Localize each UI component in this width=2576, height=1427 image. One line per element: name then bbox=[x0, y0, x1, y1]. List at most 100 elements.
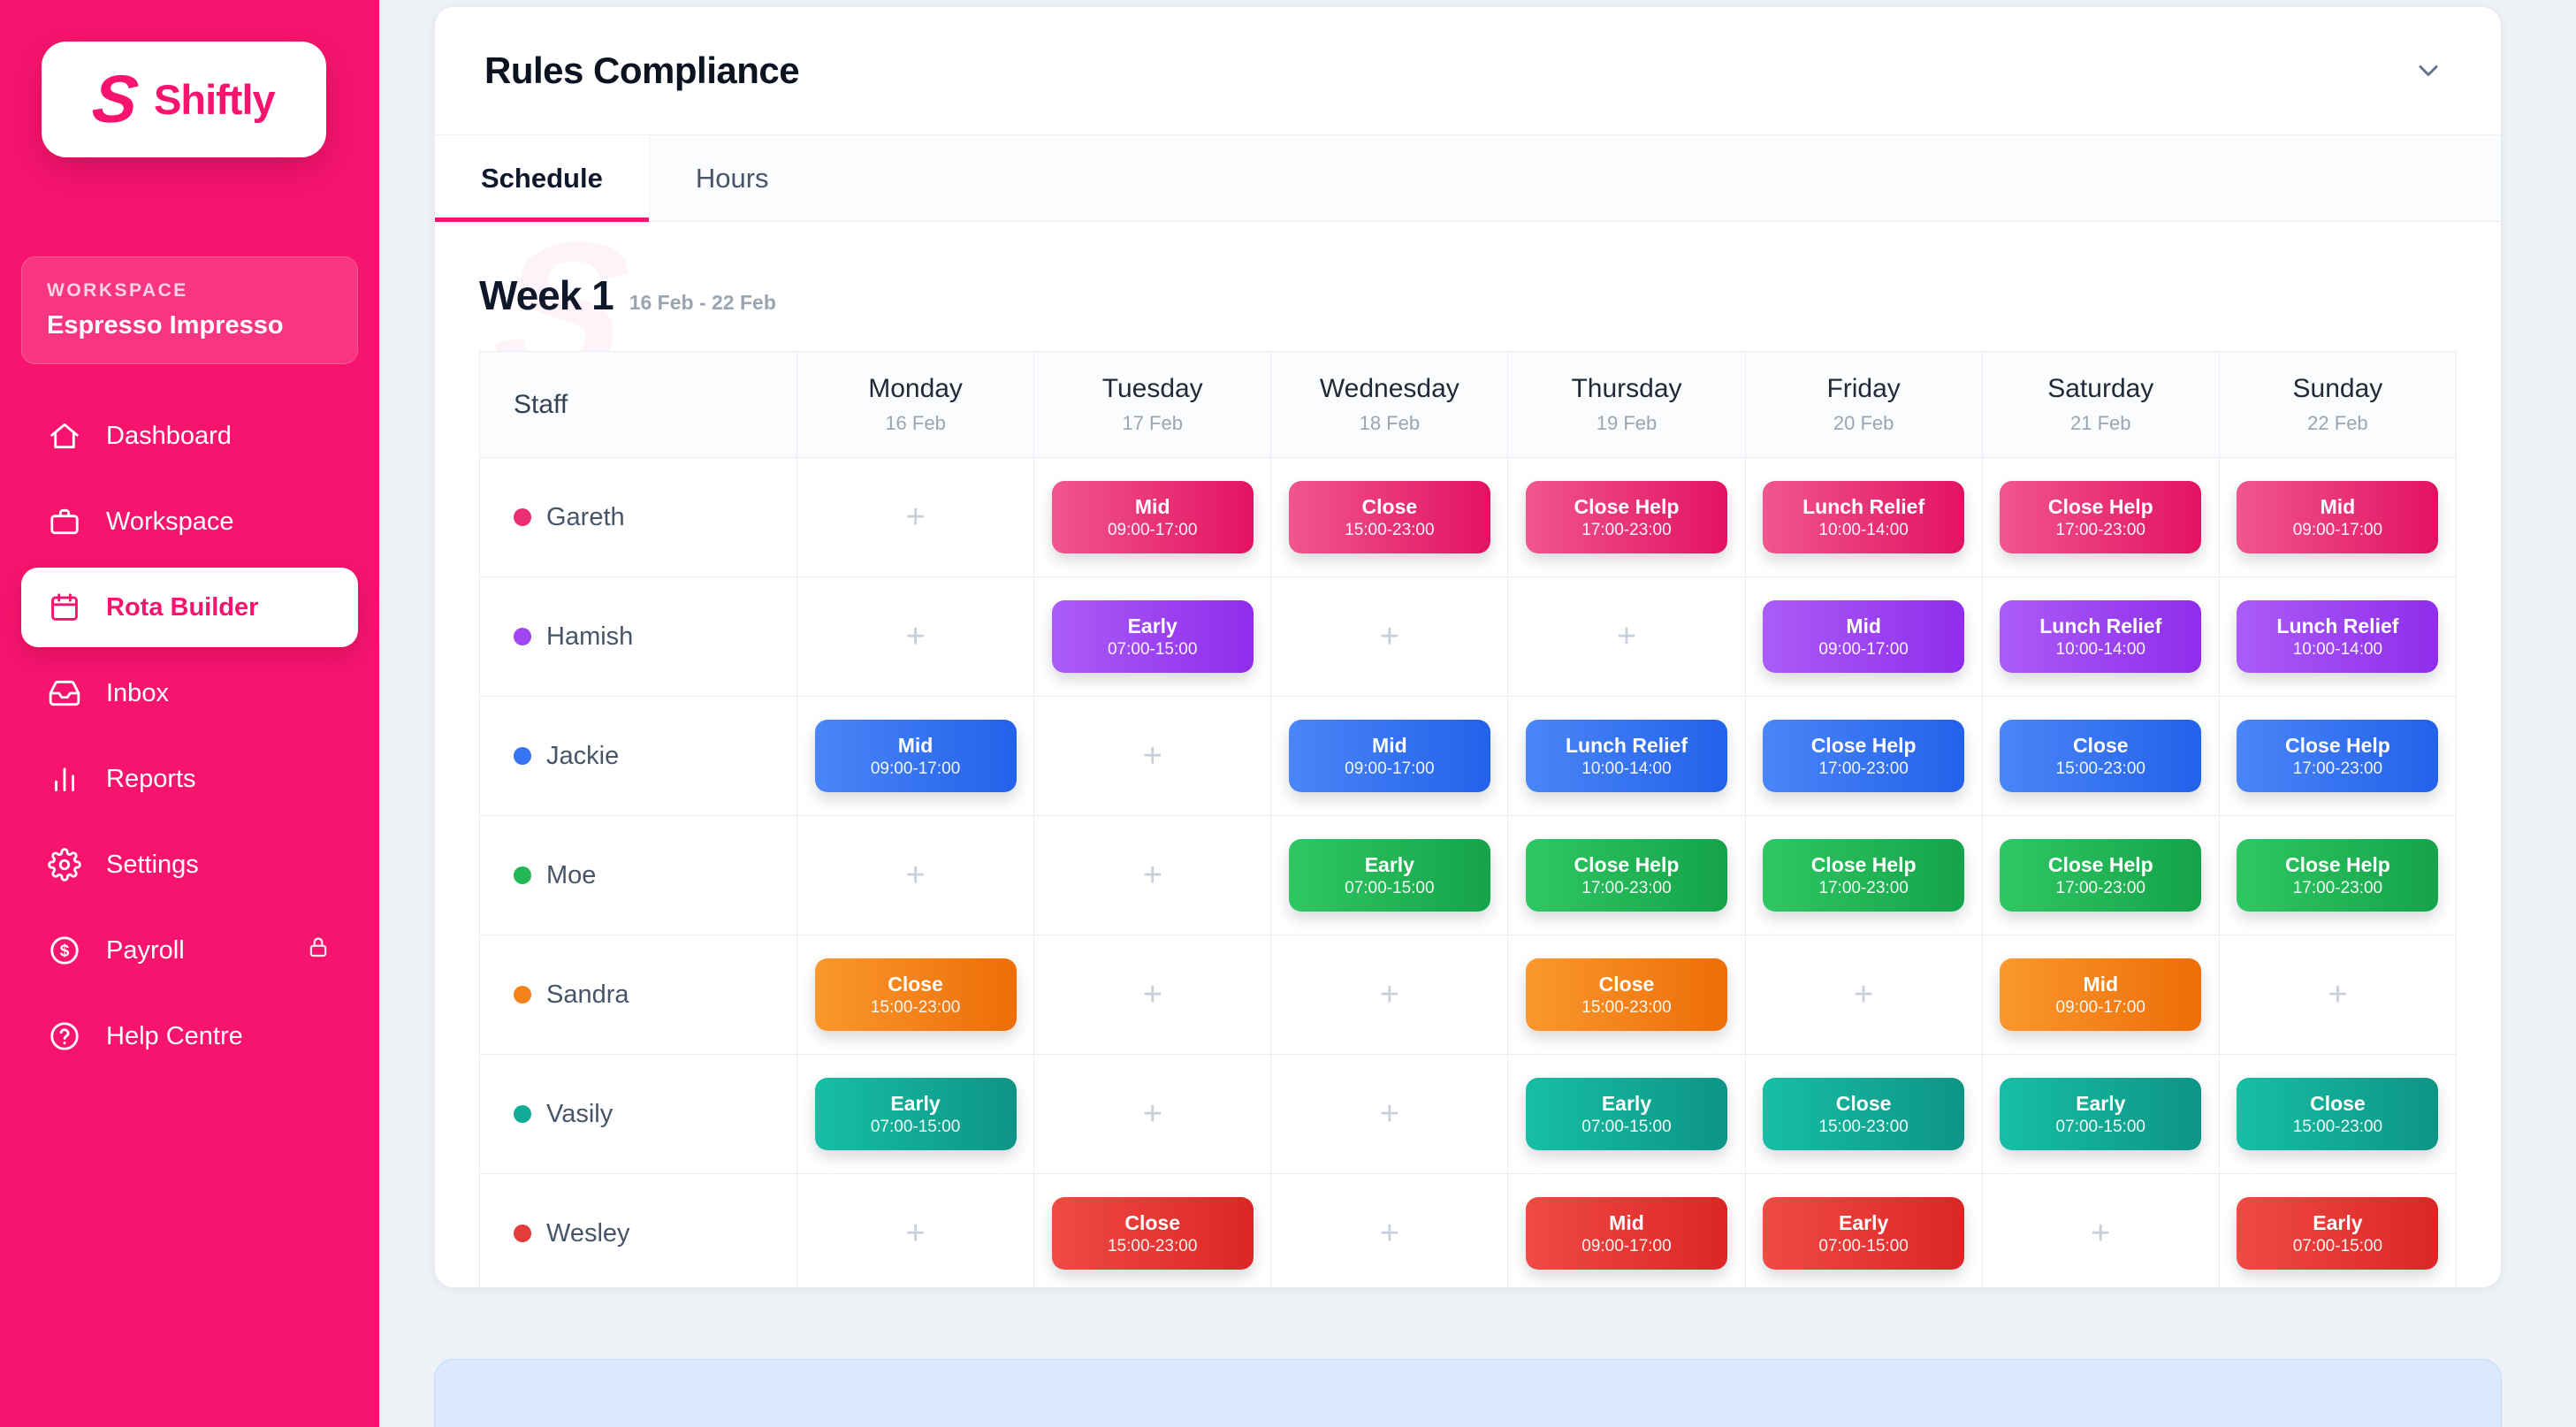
sidebar-item-help-centre[interactable]: Help Centre bbox=[21, 996, 358, 1076]
add-shift-button[interactable]: + bbox=[1379, 1095, 1399, 1133]
add-shift-button[interactable]: + bbox=[905, 857, 926, 894]
staff-name: Hamish bbox=[546, 622, 634, 651]
add-shift-button[interactable]: + bbox=[1616, 618, 1637, 655]
add-shift-button[interactable]: + bbox=[1854, 976, 1874, 1013]
staff-name-cell: Jackie bbox=[479, 696, 797, 816]
add-shift-button[interactable]: + bbox=[905, 499, 926, 536]
collapse-panel-button[interactable] bbox=[2405, 48, 2451, 94]
shift-chip[interactable]: Close 15:00-23:00 bbox=[1525, 958, 1727, 1031]
shift-chip[interactable]: Close 15:00-23:00 bbox=[1288, 481, 1490, 553]
panel-header: Rules Compliance bbox=[435, 7, 2501, 135]
shift-chip[interactable]: Early 07:00-15:00 bbox=[1763, 1197, 1965, 1270]
shift-chip[interactable]: Mid 09:00-17:00 bbox=[2237, 481, 2439, 553]
next-section-card[interactable] bbox=[434, 1359, 2502, 1427]
home-icon bbox=[50, 423, 79, 449]
shift-cell: Early 07:00-15:00 bbox=[1744, 1173, 1983, 1288]
shift-time: 17:00-23:00 bbox=[1818, 878, 1909, 897]
shift-chip[interactable]: Lunch Relief 10:00-14:00 bbox=[2000, 600, 2202, 673]
empty-shift-cell: + bbox=[796, 576, 1035, 697]
sidebar-item-reports[interactable]: Reports bbox=[21, 739, 358, 819]
shift-chip[interactable]: Close Help 17:00-23:00 bbox=[2237, 839, 2439, 912]
shift-label: Mid bbox=[2320, 494, 2356, 518]
shift-time: 15:00-23:00 bbox=[2292, 1117, 2383, 1136]
shift-time: 09:00-17:00 bbox=[1581, 1236, 1672, 1255]
day-date: 19 Feb bbox=[1596, 412, 1658, 434]
shift-chip[interactable]: Close 15:00-23:00 bbox=[1763, 1078, 1965, 1150]
add-shift-button[interactable]: + bbox=[1379, 1215, 1399, 1252]
add-shift-button[interactable]: + bbox=[1142, 737, 1162, 775]
shift-chip[interactable]: Close 15:00-23:00 bbox=[2237, 1078, 2439, 1150]
shift-chip[interactable]: Mid 09:00-17:00 bbox=[1525, 1197, 1727, 1270]
shift-chip[interactable]: Early 07:00-15:00 bbox=[1288, 839, 1490, 912]
add-shift-button[interactable]: + bbox=[1142, 976, 1162, 1013]
shift-chip[interactable]: Early 07:00-15:00 bbox=[2000, 1078, 2202, 1150]
shift-chip[interactable]: Mid 09:00-17:00 bbox=[2000, 958, 2202, 1031]
shift-chip[interactable]: Close 15:00-23:00 bbox=[2000, 720, 2202, 792]
sidebar-item-rota-builder[interactable]: Rota Builder bbox=[21, 568, 358, 647]
day-date: 17 Feb bbox=[1122, 412, 1183, 434]
tab-schedule[interactable]: Schedule bbox=[435, 135, 650, 222]
day-column-header: Monday 16 Feb bbox=[796, 351, 1035, 458]
shift-label: Close Help bbox=[1574, 852, 1680, 876]
shift-cell: Close 15:00-23:00 bbox=[796, 935, 1035, 1055]
empty-shift-cell: + bbox=[1033, 1054, 1272, 1174]
add-shift-button[interactable]: + bbox=[1142, 1095, 1162, 1133]
sidebar-item-payroll[interactable]: $ Payroll bbox=[21, 911, 358, 990]
shift-chip[interactable]: Early 07:00-15:00 bbox=[1051, 600, 1254, 673]
empty-shift-cell: + bbox=[1033, 815, 1272, 935]
day-column-header: Saturday 21 Feb bbox=[1981, 351, 2220, 458]
shift-chip[interactable]: Mid 09:00-17:00 bbox=[814, 720, 1017, 792]
add-shift-button[interactable]: + bbox=[2328, 976, 2348, 1013]
shift-chip[interactable]: Lunch Relief 10:00-14:00 bbox=[2237, 600, 2439, 673]
shift-chip[interactable]: Early 07:00-15:00 bbox=[2237, 1197, 2439, 1270]
add-shift-button[interactable]: + bbox=[905, 618, 926, 655]
sidebar-item-settings[interactable]: Settings bbox=[21, 825, 358, 904]
workspace-label: WORKSPACE bbox=[47, 280, 188, 301]
shift-chip[interactable]: Mid 09:00-17:00 bbox=[1763, 600, 1965, 673]
shift-chip[interactable]: Early 07:00-15:00 bbox=[1525, 1078, 1727, 1150]
add-shift-button[interactable]: + bbox=[905, 1215, 926, 1252]
shift-chip[interactable]: Close Help 17:00-23:00 bbox=[1763, 720, 1965, 792]
shift-time: 15:00-23:00 bbox=[1345, 520, 1435, 539]
shift-chip[interactable]: Close 15:00-23:00 bbox=[1051, 1197, 1254, 1270]
add-shift-button[interactable]: + bbox=[1379, 618, 1399, 655]
sidebar-item-dashboard[interactable]: Dashboard bbox=[21, 396, 358, 476]
shift-cell: Early 07:00-15:00 bbox=[1270, 815, 1509, 935]
shift-chip[interactable]: Mid 09:00-17:00 bbox=[1051, 481, 1254, 553]
shift-chip[interactable]: Close Help 17:00-23:00 bbox=[1525, 481, 1727, 553]
shift-chip[interactable]: Lunch Relief 10:00-14:00 bbox=[1525, 720, 1727, 792]
shift-time: 07:00-15:00 bbox=[1345, 878, 1435, 897]
workspace-selector[interactable]: WORKSPACE Espresso Impresso bbox=[21, 256, 358, 364]
staff-name: Jackie bbox=[546, 741, 620, 770]
shift-time: 17:00-23:00 bbox=[2055, 878, 2145, 897]
add-shift-button[interactable]: + bbox=[1379, 976, 1399, 1013]
shift-chip[interactable]: Close Help 17:00-23:00 bbox=[1525, 839, 1727, 912]
shift-chip[interactable]: Close Help 17:00-23:00 bbox=[2000, 839, 2202, 912]
sidebar-item-inbox[interactable]: Inbox bbox=[21, 653, 358, 733]
add-shift-button[interactable]: + bbox=[1142, 857, 1162, 894]
shift-chip[interactable]: Close Help 17:00-23:00 bbox=[2000, 481, 2202, 553]
sidebar-item-workspace[interactable]: Workspace bbox=[21, 482, 358, 561]
week-title: Week 1 bbox=[479, 272, 614, 318]
sidebar-item-label: Inbox bbox=[106, 678, 169, 707]
shift-chip[interactable]: Close 15:00-23:00 bbox=[814, 958, 1017, 1031]
shift-label: Close Help bbox=[1810, 733, 1917, 757]
shift-cell: Mid 09:00-17:00 bbox=[1981, 935, 2220, 1055]
staff-name: Wesley bbox=[546, 1218, 630, 1248]
day-date: 22 Feb bbox=[2307, 412, 2368, 434]
shift-chip[interactable]: Close Help 17:00-23:00 bbox=[2237, 720, 2439, 792]
tab-hours[interactable]: Hours bbox=[695, 162, 769, 194]
day-name: Thursday bbox=[1571, 374, 1682, 403]
week-range: 16 Feb - 22 Feb bbox=[629, 291, 776, 314]
dollar-circle-icon: $ bbox=[50, 936, 79, 965]
shift-label: Early bbox=[2313, 1210, 2363, 1234]
day-date: 18 Feb bbox=[1359, 412, 1421, 434]
shift-chip[interactable]: Early 07:00-15:00 bbox=[814, 1078, 1017, 1150]
shift-chip[interactable]: Close Help 17:00-23:00 bbox=[1763, 839, 1965, 912]
shift-chip[interactable]: Lunch Relief 10:00-14:00 bbox=[1763, 481, 1965, 553]
shift-time: 09:00-17:00 bbox=[1107, 520, 1198, 539]
shift-cell: Lunch Relief 10:00-14:00 bbox=[1507, 696, 1746, 816]
add-shift-button[interactable]: + bbox=[2091, 1215, 2111, 1252]
shift-chip[interactable]: Mid 09:00-17:00 bbox=[1288, 720, 1490, 792]
shift-cell: Close 15:00-23:00 bbox=[2218, 1054, 2458, 1174]
